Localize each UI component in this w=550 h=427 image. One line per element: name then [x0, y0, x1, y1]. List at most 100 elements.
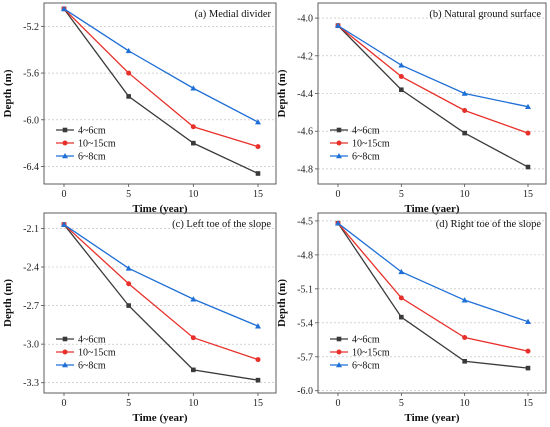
- panel-c-point-6-8cm: [255, 323, 261, 329]
- panel-d-legend-marker-6-8cm: [336, 362, 342, 368]
- panel-c-line-10-15cm: [63, 224, 259, 361]
- panel-b-point-4-6cm: [399, 87, 404, 93]
- panel-d-line-10-15cm: [337, 222, 529, 352]
- panel-b-point-6-8cm: [525, 103, 531, 109]
- panel-b-point-10-15cm: [525, 130, 531, 136]
- panel-a-legend-marker-6-8cm: [62, 153, 68, 159]
- panel-a-point-6-8cm: [190, 85, 197, 91]
- panel-b-line-10-15cm: [337, 25, 529, 134]
- panel-d-y-axis-label: Depth (m): [276, 279, 288, 327]
- panel-a-x-tick-label: 5: [126, 189, 131, 200]
- panel-d-legend-label-10-15cm: 10~15cm: [352, 348, 390, 359]
- panel-a-point-10-15cm: [190, 124, 196, 130]
- panel-b-x-tick-label: 0: [336, 189, 341, 200]
- panel-b-legend-marker-10-15cm: [336, 140, 342, 146]
- panel-b-y-tick-label: -4.8: [297, 164, 313, 175]
- panel-b-legend-label-10-15cm: 10~15cm: [352, 139, 390, 150]
- panel-c-y-axis-label: Depth (m): [2, 279, 14, 327]
- panel-b-y-tick-label: -4.2: [297, 51, 313, 62]
- panel-a-point-4-6cm: [191, 140, 196, 146]
- panel-c-x-tick-label: 15: [253, 398, 263, 409]
- panel-a-point-6-8cm: [125, 47, 132, 54]
- panel-a-point-4-6cm: [126, 94, 131, 99]
- panel-a-point-10-15cm: [126, 70, 132, 76]
- panel-d-point-6-8cm: [461, 297, 468, 303]
- panel-c-legend-marker-6-8cm: [62, 362, 68, 368]
- panel-c-legend-label-10-15cm: 10~15cm: [78, 348, 116, 359]
- panel-a-x-axis-label: Time (year): [132, 203, 187, 215]
- panel-d-point-4-6cm: [462, 359, 467, 364]
- panel-c-title: (c) Left toe of the slope: [172, 219, 271, 230]
- panel-d-title: (d) Right toe of the slope: [436, 219, 542, 230]
- panel-a-line-6-8cm: [63, 8, 259, 123]
- panel-d-legend-label-4-6cm: 4~6cm: [352, 335, 380, 346]
- panel-a-line-10-15cm: [63, 8, 259, 148]
- panel-c-point-10-15cm: [190, 335, 196, 341]
- panel-a-legend-label-10-15cm: 10~15cm: [78, 139, 116, 150]
- panel-d-point-10-15cm: [462, 335, 468, 341]
- panel-d-point-10-15cm: [398, 295, 404, 301]
- panel-b-title: (b) Natural ground surface: [429, 9, 541, 20]
- panel-b-point-6-8cm: [335, 22, 341, 28]
- panel-d-point-6-8cm: [335, 220, 341, 226]
- panel-b-y-tick-label: -4.4: [297, 89, 313, 100]
- panel-a-legend-marker-4-6cm: [62, 127, 68, 133]
- panel-b-x-tick-label: 5: [399, 189, 404, 200]
- panel-d-x-tick-label: 10: [460, 398, 470, 409]
- panel-d-legend-label-6-8cm: 6~8cm: [352, 361, 380, 372]
- panel-b-y-tick-label: -4.6: [297, 127, 313, 138]
- panel-d: -4.5 -4.8 -5.1 -5.4 -5.7 -6.0 0 5 10 15 Time (year…: [276, 212, 547, 424]
- panel-d-y-tick-label: -5.7: [297, 352, 313, 363]
- panel-d-point-4-6cm: [399, 314, 404, 320]
- panel-d-x-axis-label: Time (year): [404, 412, 459, 424]
- panel-c-frame: [43, 212, 277, 394]
- panel-b-x-tick-label: 15: [523, 189, 533, 200]
- panel-a-line-4-6cm: [63, 8, 259, 175]
- panel-b-point-10-15cm: [462, 107, 468, 113]
- panel-b-legend-label-4-6cm: 4~6cm: [352, 126, 380, 137]
- panel-b-point-10-15cm: [398, 74, 404, 80]
- panel-a-x-tick-label: 10: [188, 189, 198, 200]
- panel-b-point-6-8cm: [461, 90, 468, 96]
- panel-a-point-6-8cm: [61, 5, 67, 12]
- panel-d-point-4-6cm: [525, 365, 531, 371]
- panel-a-point-10-15cm: [255, 144, 261, 150]
- panel-b-legend-marker-4-6cm: [336, 127, 342, 133]
- panel-b-point-4-6cm: [525, 164, 531, 170]
- panel-d-y-tick-label: -5.1: [297, 284, 313, 295]
- panel-c-point-10-15cm: [255, 357, 261, 363]
- panel-d-y-tick-label: -6.0: [297, 386, 313, 397]
- panel-c-y-tick-label: -3.3: [23, 378, 39, 389]
- panel-a-legend-label-4-6cm: 4~6cm: [78, 126, 106, 137]
- panel-c-point-4-6cm: [191, 367, 196, 373]
- panel-b-x-tick-label: 10: [460, 189, 470, 200]
- panel-a-y-tick-label: -6.4: [23, 162, 39, 173]
- panel-c-line-4-6cm: [63, 224, 259, 381]
- panel-b-line-6-8cm: [337, 25, 529, 108]
- panel-c-x-axis-label: Time (year): [132, 412, 187, 424]
- panel-a-legend-label-6-8cm: 6~8cm: [78, 152, 106, 163]
- panel-d-legend-marker-10-15cm: [336, 349, 342, 355]
- panel-b-point-6-8cm: [398, 62, 405, 68]
- panel-c-legend-label-4-6cm: 4~6cm: [78, 335, 106, 346]
- panel-b-legend-label-6-8cm: 6~8cm: [352, 152, 380, 163]
- panel-b-point-4-6cm: [462, 130, 467, 136]
- panel-d-x-tick-label: 0: [336, 398, 341, 409]
- panel-d-x-tick-label: 15: [523, 398, 533, 409]
- panel-c-y-tick-label: -3.0: [23, 340, 39, 351]
- panel-d-x-tick-label: 5: [399, 398, 404, 409]
- panel-c-point-6-8cm: [61, 221, 67, 227]
- panel-c-point-6-8cm: [125, 265, 132, 271]
- panel-b: -4.0 -4.2 -4.4 -4.6 -4.8 0 5 10 15 Time (yaer) Dep…: [276, 2, 547, 215]
- panel-a-point-4-6cm: [255, 171, 261, 176]
- panel-c-point-10-15cm: [126, 281, 132, 287]
- panel-a-title: (a) Medial divider: [195, 9, 272, 20]
- panel-c-point-4-6cm: [255, 377, 261, 383]
- panel-d-point-6-8cm: [525, 318, 531, 324]
- panel-b-x-axis-label: Time (yaer): [404, 203, 459, 215]
- panel-c-x-tick-label: 10: [188, 398, 198, 409]
- panel-d-legend-marker-4-6cm: [336, 336, 342, 342]
- panel-a-y-axis-label: Depth (m): [2, 69, 14, 117]
- panel-a-y-tick-label: -6.0: [23, 115, 39, 126]
